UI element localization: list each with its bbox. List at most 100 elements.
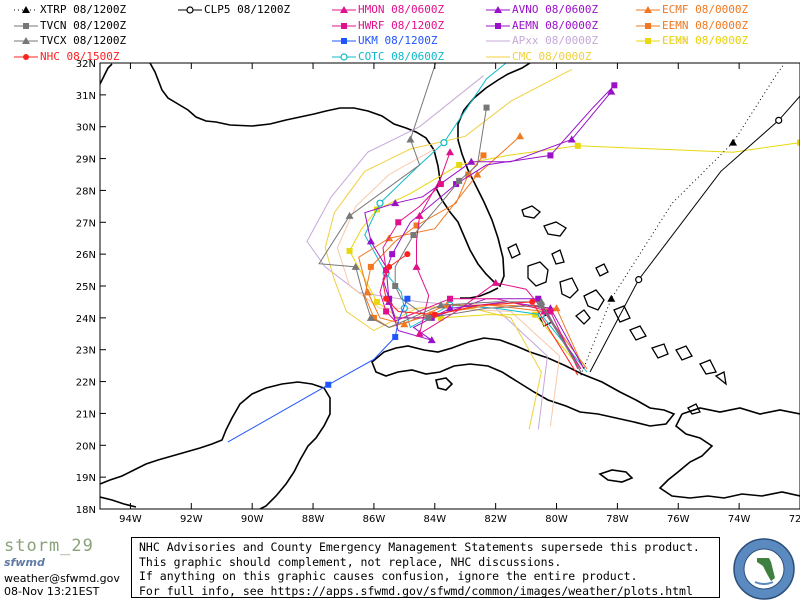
y-tick-label: 31N [76, 91, 96, 102]
legend-swatch [636, 6, 660, 13]
coastline-cuba [371, 337, 676, 427]
track-line-clp5 [589, 95, 800, 373]
track-point-hmon [415, 329, 424, 337]
x-tick-label: 94W [119, 514, 142, 525]
legend-swatch [178, 6, 202, 14]
track-point-avno [467, 157, 476, 165]
y-tick-label: 32N [76, 59, 96, 70]
legend-marker [22, 6, 30, 13]
track-point-ukm [392, 333, 399, 340]
y-tick-label: 26N [76, 250, 96, 261]
legend-swatch [486, 6, 510, 13]
track-point-ecmf [363, 288, 372, 296]
track-nhc [382, 251, 579, 376]
track-point-eemn [367, 263, 374, 270]
x-tick-label: 76W [667, 514, 690, 525]
track-point-tvcn [392, 283, 399, 289]
track-xtrp [580, 63, 786, 376]
track-point-tvcx [345, 211, 354, 219]
coastline-isle-of-youth [435, 377, 454, 391]
track-point-hwrf [383, 308, 390, 315]
legend-label: HWRF 08/1200Z [358, 18, 445, 32]
legend-marker [341, 22, 347, 29]
track-point-cemn [574, 142, 581, 149]
track-cmc [324, 68, 572, 430]
axis-ticks: 94W 92W 90W 88W 86W 84W 82W 80W 78W 76W 74W 72W 32N 3… [76, 59, 800, 525]
legend-label: UKM 08/1200Z [358, 34, 438, 47]
legend-marker [494, 6, 502, 13]
track-point-cemn [456, 161, 463, 168]
track-point-avno [446, 304, 454, 312]
track-point-xtrp [607, 294, 616, 302]
track-point-avno [567, 135, 576, 143]
track-point-tvcx [436, 301, 445, 309]
track-point-tvcx [351, 262, 360, 270]
track-point-nhc [386, 263, 393, 270]
x-tick-label: 82W [484, 514, 507, 525]
x-tick-label: 88W [302, 514, 325, 525]
track-point-tvcn [538, 302, 545, 309]
legend-label: AVNO 08/0600Z [512, 3, 599, 16]
x-tick-label: 86W [363, 514, 386, 525]
track-line-ukm [227, 298, 408, 443]
legend-label: EEMN 08/0000Z [662, 18, 749, 32]
coastline-jamaica [598, 469, 634, 483]
legend-marker [645, 38, 651, 44]
track-line-tvcx [318, 63, 582, 373]
track-point-ukm [325, 381, 332, 388]
track-point-aemn [547, 152, 554, 159]
legend-swatch [486, 40, 510, 42]
track-point-cemn [532, 311, 539, 318]
coastline-florida-keys [460, 287, 499, 299]
track-line-hwrf [379, 183, 579, 370]
track-point-tvcn [483, 104, 490, 111]
coastline-florida [435, 63, 531, 288]
track-line-ecmf [358, 135, 585, 370]
legend-swatch [14, 22, 38, 29]
track-point-hwrf [437, 181, 444, 188]
track-point-cemn [437, 314, 444, 321]
track-line-nhc [382, 253, 579, 376]
track-point-clp5 [775, 116, 783, 124]
track-point-nhc [529, 298, 536, 305]
disclaimer-line: If anything on this graphic causes confu… [139, 569, 638, 583]
track-tvcn [392, 104, 582, 373]
track-point-cotc [440, 139, 448, 147]
legend-label: AEMN 08/0000Z [512, 18, 599, 32]
sfwmd-seal-icon [733, 538, 795, 600]
track-point-ukm [404, 295, 411, 302]
track-point-avno [427, 336, 436, 344]
y-tick-label: 23N [76, 346, 96, 357]
track-point-ecmf [552, 304, 561, 312]
contact-email[interactable]: weather@sfwmd.gov [4, 572, 120, 585]
track-point-hwrf [447, 295, 453, 302]
legend-label: TVCN 08/1200Z [40, 18, 127, 32]
coastline-hispaniola [658, 407, 800, 499]
track-point-avno [607, 87, 616, 95]
track-point-hmon [446, 148, 454, 156]
track-line-cmc [324, 68, 572, 430]
legend-label: NHC 08/1500Z [40, 49, 120, 63]
disclaimer-box: NHC Advisories and County Emergency Mana… [131, 537, 720, 598]
track-point-nhc [404, 251, 411, 258]
x-tick-label: 74W [728, 514, 751, 525]
legend-swatch [636, 38, 660, 44]
track-line-eemn [364, 155, 588, 370]
legend-marker [495, 22, 501, 29]
y-tick-label: 28N [76, 186, 96, 197]
disclaimer-line: NHC Advisories and County Emergency Mana… [139, 540, 700, 554]
legend-swatch [636, 22, 660, 29]
model-legend: XTRP 08/1200Z TVCN 08/1200Z TVCX 08/1200Z N… [0, 0, 800, 63]
x-tick-label: 78W [606, 514, 629, 525]
track-point-avno [391, 199, 400, 207]
legend-swatch [332, 52, 356, 61]
track-line-xtrp [580, 63, 786, 376]
track-point-ecmf [516, 132, 524, 140]
y-tick-label: 25N [76, 282, 96, 293]
legend-marker [22, 37, 30, 44]
disclaimer-link[interactable]: For full info, see https://apps.sfwmd.go… [139, 583, 693, 598]
legend-marker [23, 53, 29, 60]
y-tick-label: 22N [76, 378, 96, 389]
legend-swatch [332, 6, 356, 13]
